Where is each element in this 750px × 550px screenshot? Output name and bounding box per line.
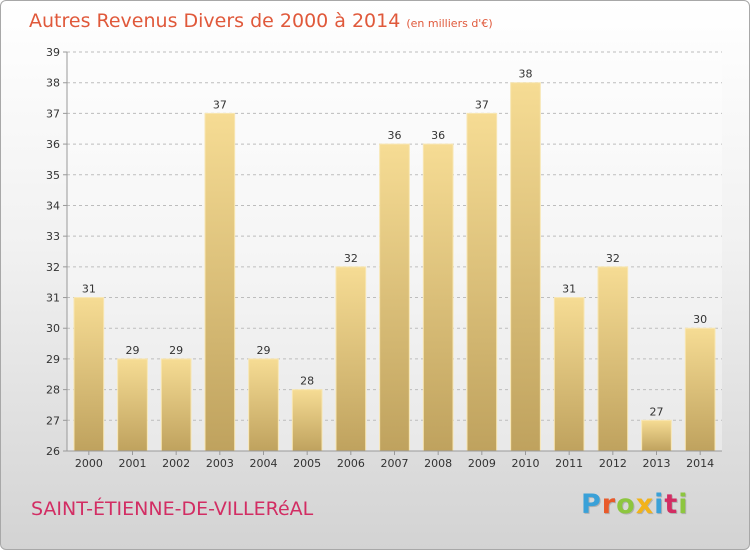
y-tick-label: 31 [46,292,60,305]
chart-title: Autres Revenus Divers de 2000 à 2014 (en … [29,10,493,32]
x-tick-label: 2005 [293,457,321,470]
y-tick-label: 36 [46,138,60,151]
y-tick-label: 26 [46,445,60,458]
logo-letter: r [601,489,617,520]
x-tick-label: 2008 [424,457,452,470]
data-label: 31 [82,283,96,296]
proxiti-logo: Proxiti [581,489,689,520]
y-axis-ticks: 26 27 28 29 30 31 32 33 34 35 36 37 38 39 [46,46,67,458]
data-label: 32 [344,252,358,265]
chart-title-text: Autres Revenus Divers de 2000 à 2014 [29,10,401,32]
data-label: 31 [562,283,576,296]
x-tick-label: 2009 [468,457,496,470]
y-tick-label: 34 [46,199,60,212]
x-tick-label: 2007 [381,457,409,470]
y-tick-label: 39 [46,46,60,59]
data-label: 29 [126,344,140,357]
x-tick-label: 2013 [643,457,671,470]
bar [379,143,410,452]
data-label: 30 [693,313,707,326]
data-label: 38 [519,68,533,81]
y-tick-label: 38 [46,77,60,90]
logo-letter: P [581,489,602,520]
bar [335,266,367,452]
data-label: 36 [431,129,445,142]
logo-letter: x [635,489,655,520]
y-tick-label: 27 [46,414,60,427]
x-tick-label: 2004 [250,457,278,470]
x-tick-label: 2001 [119,457,147,470]
data-label: 32 [606,252,620,265]
bar [117,358,148,452]
x-tick-label: 2014 [686,457,714,470]
x-tick-label: 2011 [555,457,583,470]
value-labels: 31 29 29 37 29 28 32 36 36 37 38 31 32 27 30 [82,68,707,419]
bar [553,297,585,452]
logo-letter: i [678,489,689,520]
chart-unit: (en milliers d'€) [406,17,493,30]
bar [73,297,105,452]
x-tick-label: 2002 [162,457,190,470]
data-label: 29 [257,344,271,357]
x-tick-label: 2000 [75,457,103,470]
data-label: 27 [650,405,664,418]
city-name: SAINT-ÉTIENNE-DE-VILLERéAL [31,498,314,520]
y-tick-label: 37 [46,107,60,120]
data-label: 37 [213,98,227,111]
bar [684,327,716,452]
y-tick-label: 32 [46,261,60,274]
bar [510,82,541,452]
logo-letter: i [654,489,665,520]
x-axis-ticks: 2000 2001 2002 2003 2004 2005 2006 2007 2008 2009… [75,451,714,470]
bar [204,112,236,452]
x-tick-label: 2010 [512,457,540,470]
y-tick-label: 35 [46,169,60,182]
bar [466,112,498,452]
bar [597,266,629,452]
y-tick-label: 29 [46,353,60,366]
bar [291,389,323,452]
data-label: 28 [300,375,314,388]
bar [641,419,672,452]
y-tick-label: 30 [46,322,60,335]
data-label: 29 [169,344,183,357]
logo-letter: t [664,489,679,520]
logo-letter: o [616,489,636,520]
data-label: 37 [475,98,489,111]
x-tick-label: 2003 [206,457,234,470]
x-tick-label: 2012 [599,457,627,470]
y-tick-label: 33 [46,230,60,243]
bar [160,358,192,452]
x-tick-label: 2006 [337,457,365,470]
y-tick-label: 28 [46,384,60,397]
data-label: 36 [388,129,402,142]
bars [73,82,716,452]
bar [422,143,454,452]
bar [248,358,279,452]
